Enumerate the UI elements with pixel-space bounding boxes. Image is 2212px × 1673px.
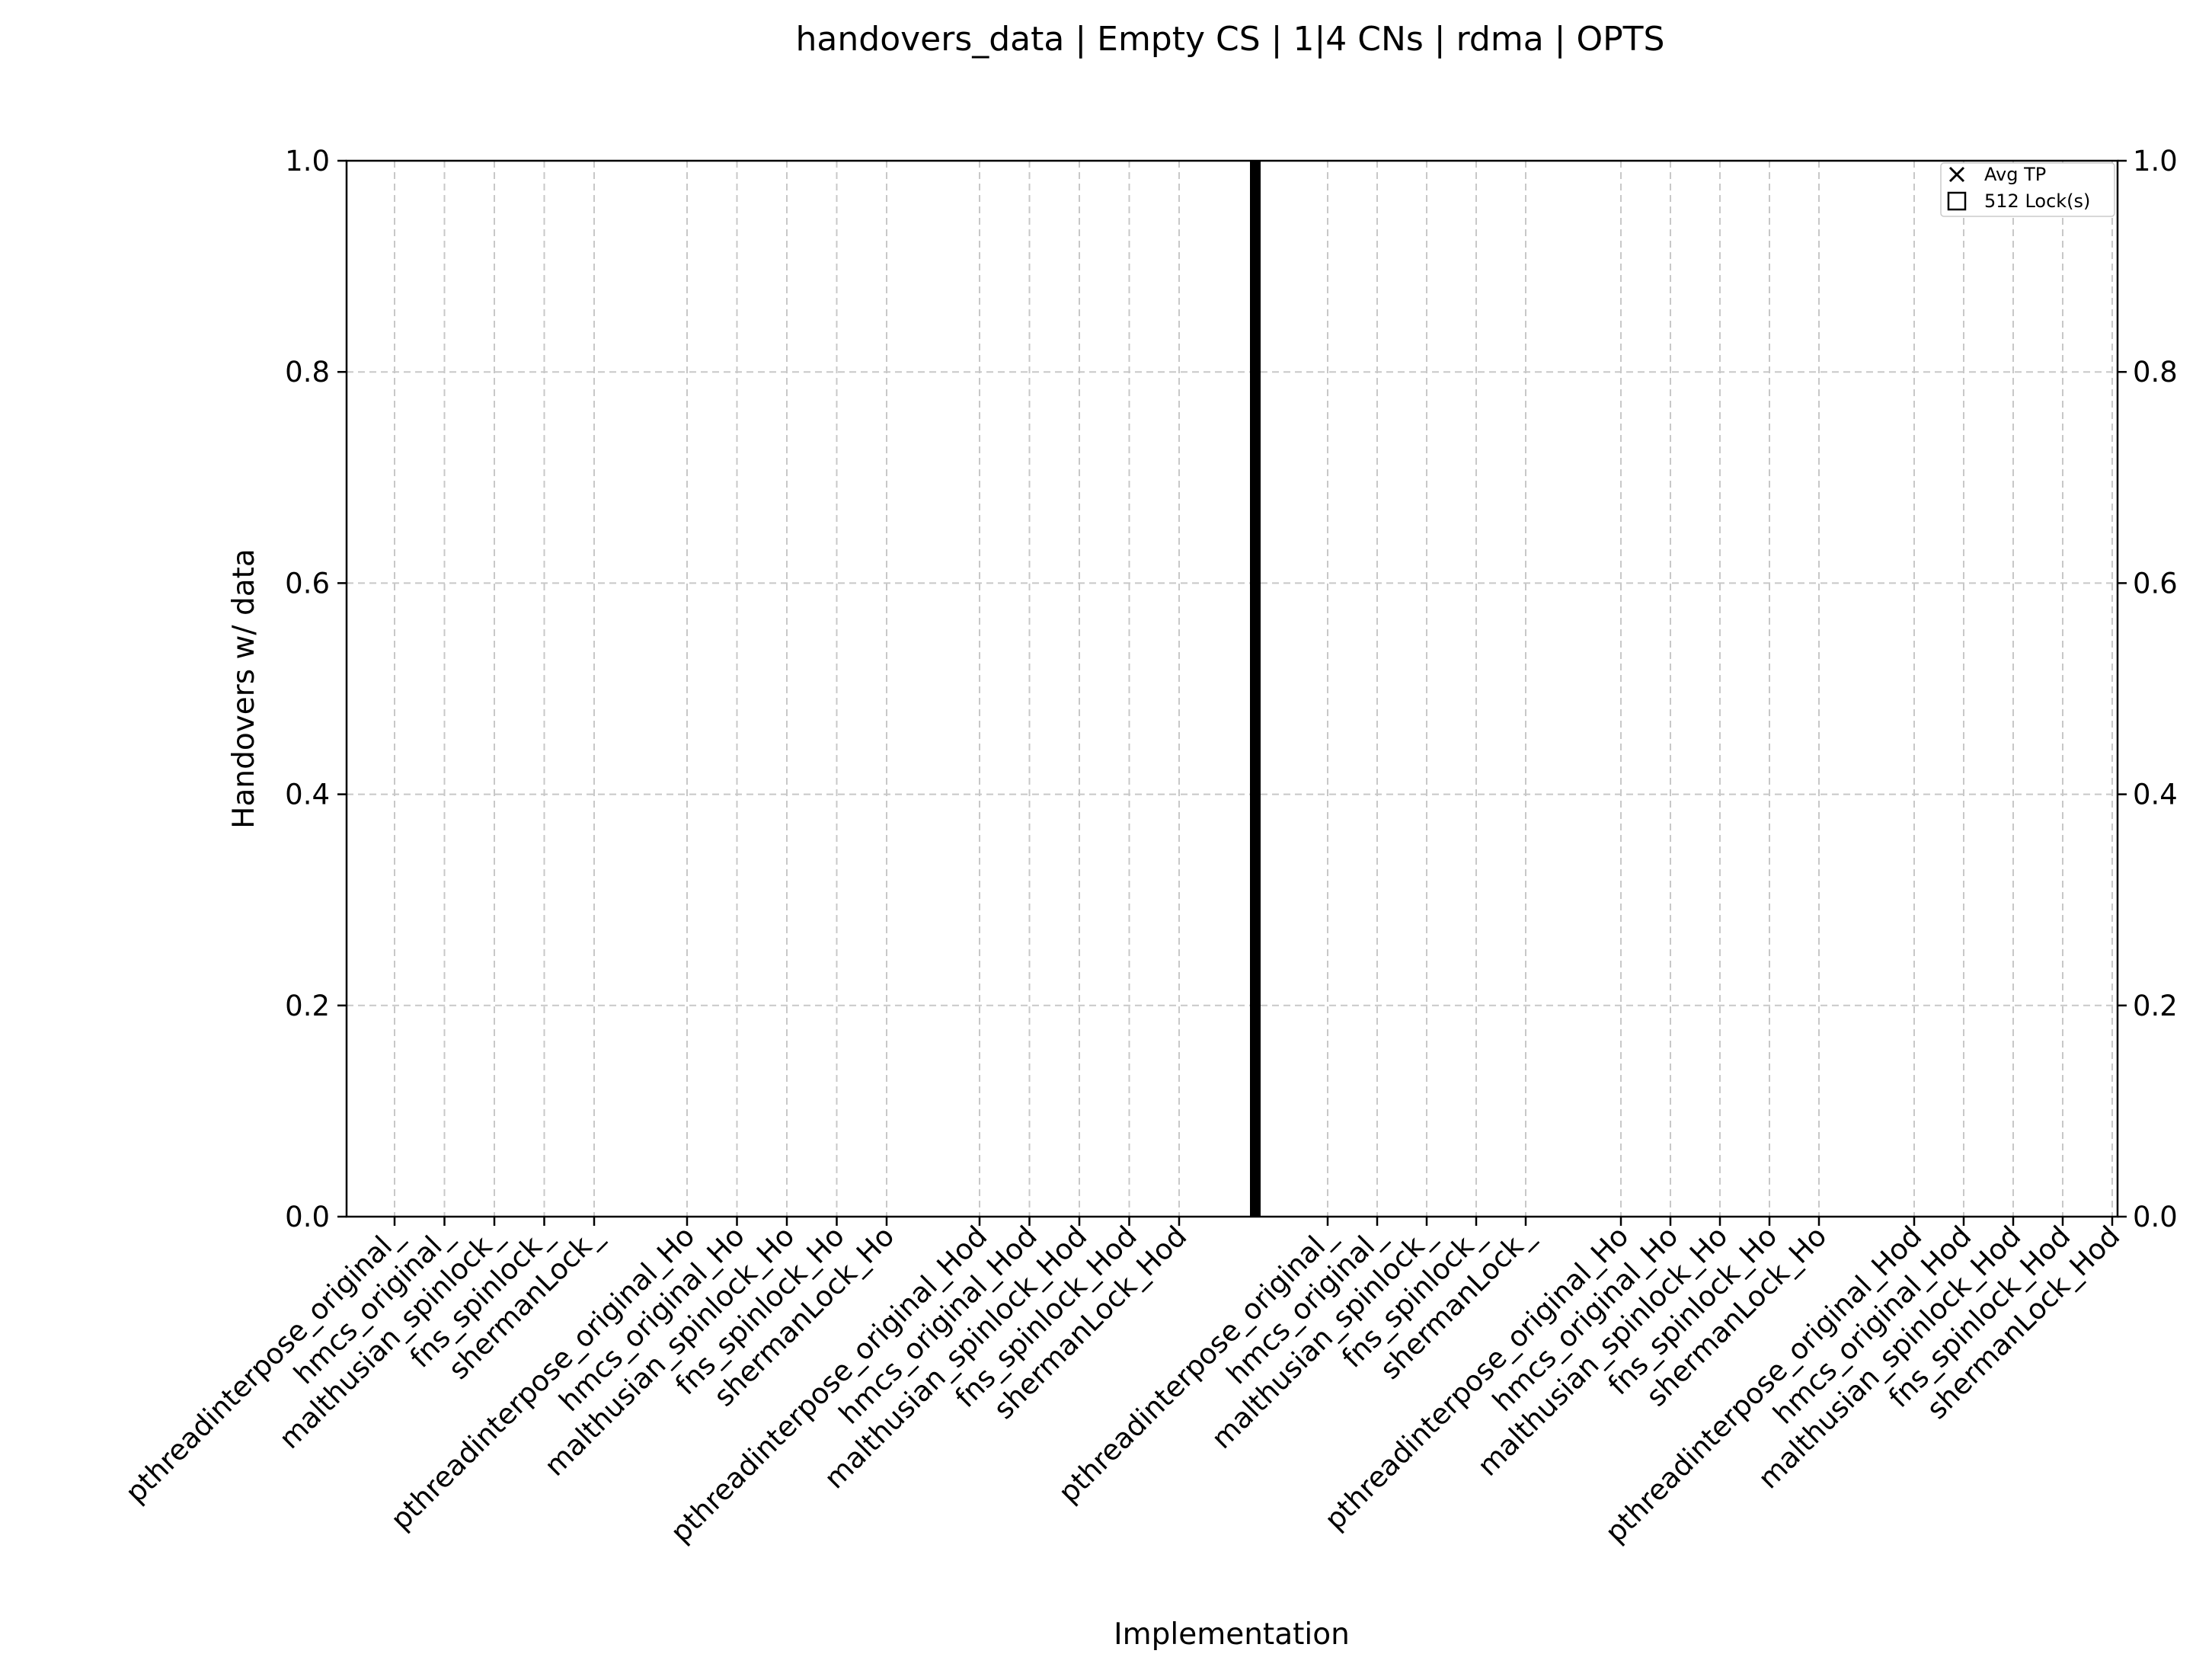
legend-label: 512 Lock(s) [1984,190,2090,212]
right-y-tick-label: 0.6 [2133,567,2178,600]
y-tick-label: 0.6 [285,567,330,600]
axis-ticks: 0.0 0.2 0.4 0.6 0.8 1.0 0.0 0.2 0.4 0.6 0.8 1.0 [285,145,2178,1233]
grid-lines [347,161,2118,1217]
y-tick-label: 0.8 [285,356,330,389]
right-y-tick-label: 0.2 [2133,990,2178,1022]
y-tick-label: 0.4 [285,779,330,811]
legend-label: Avg TP [1984,164,2046,185]
right-y-tick-label: 0.4 [2133,779,2178,811]
chart-title: handovers_data | Empty CS | 1|4 CNs | rd… [795,20,1665,59]
y-tick-label: 0.2 [285,990,330,1022]
legend: Avg TP 512 Lock(s) [1940,162,2115,217]
right-y-tick-label: 1.0 [2133,145,2178,178]
legend-marker-x-icon [1948,166,1965,183]
x-axis-label: Implementation [1114,1617,1350,1652]
y-tick-label: 1.0 [285,145,330,178]
legend-frame [1940,162,2115,217]
plot-frame [345,159,2119,1218]
right-y-tick-label: 0.0 [2133,1201,2178,1233]
x-tick-labels: pthreadinterpose_original_hmcs_original_… [119,1220,2126,1550]
y-axis-label: Handovers w/ data [227,549,261,829]
legend-marker-square-icon [1947,191,1967,211]
right-y-tick-label: 0.8 [2133,356,2178,389]
y-tick-label: 0.0 [285,1201,330,1233]
